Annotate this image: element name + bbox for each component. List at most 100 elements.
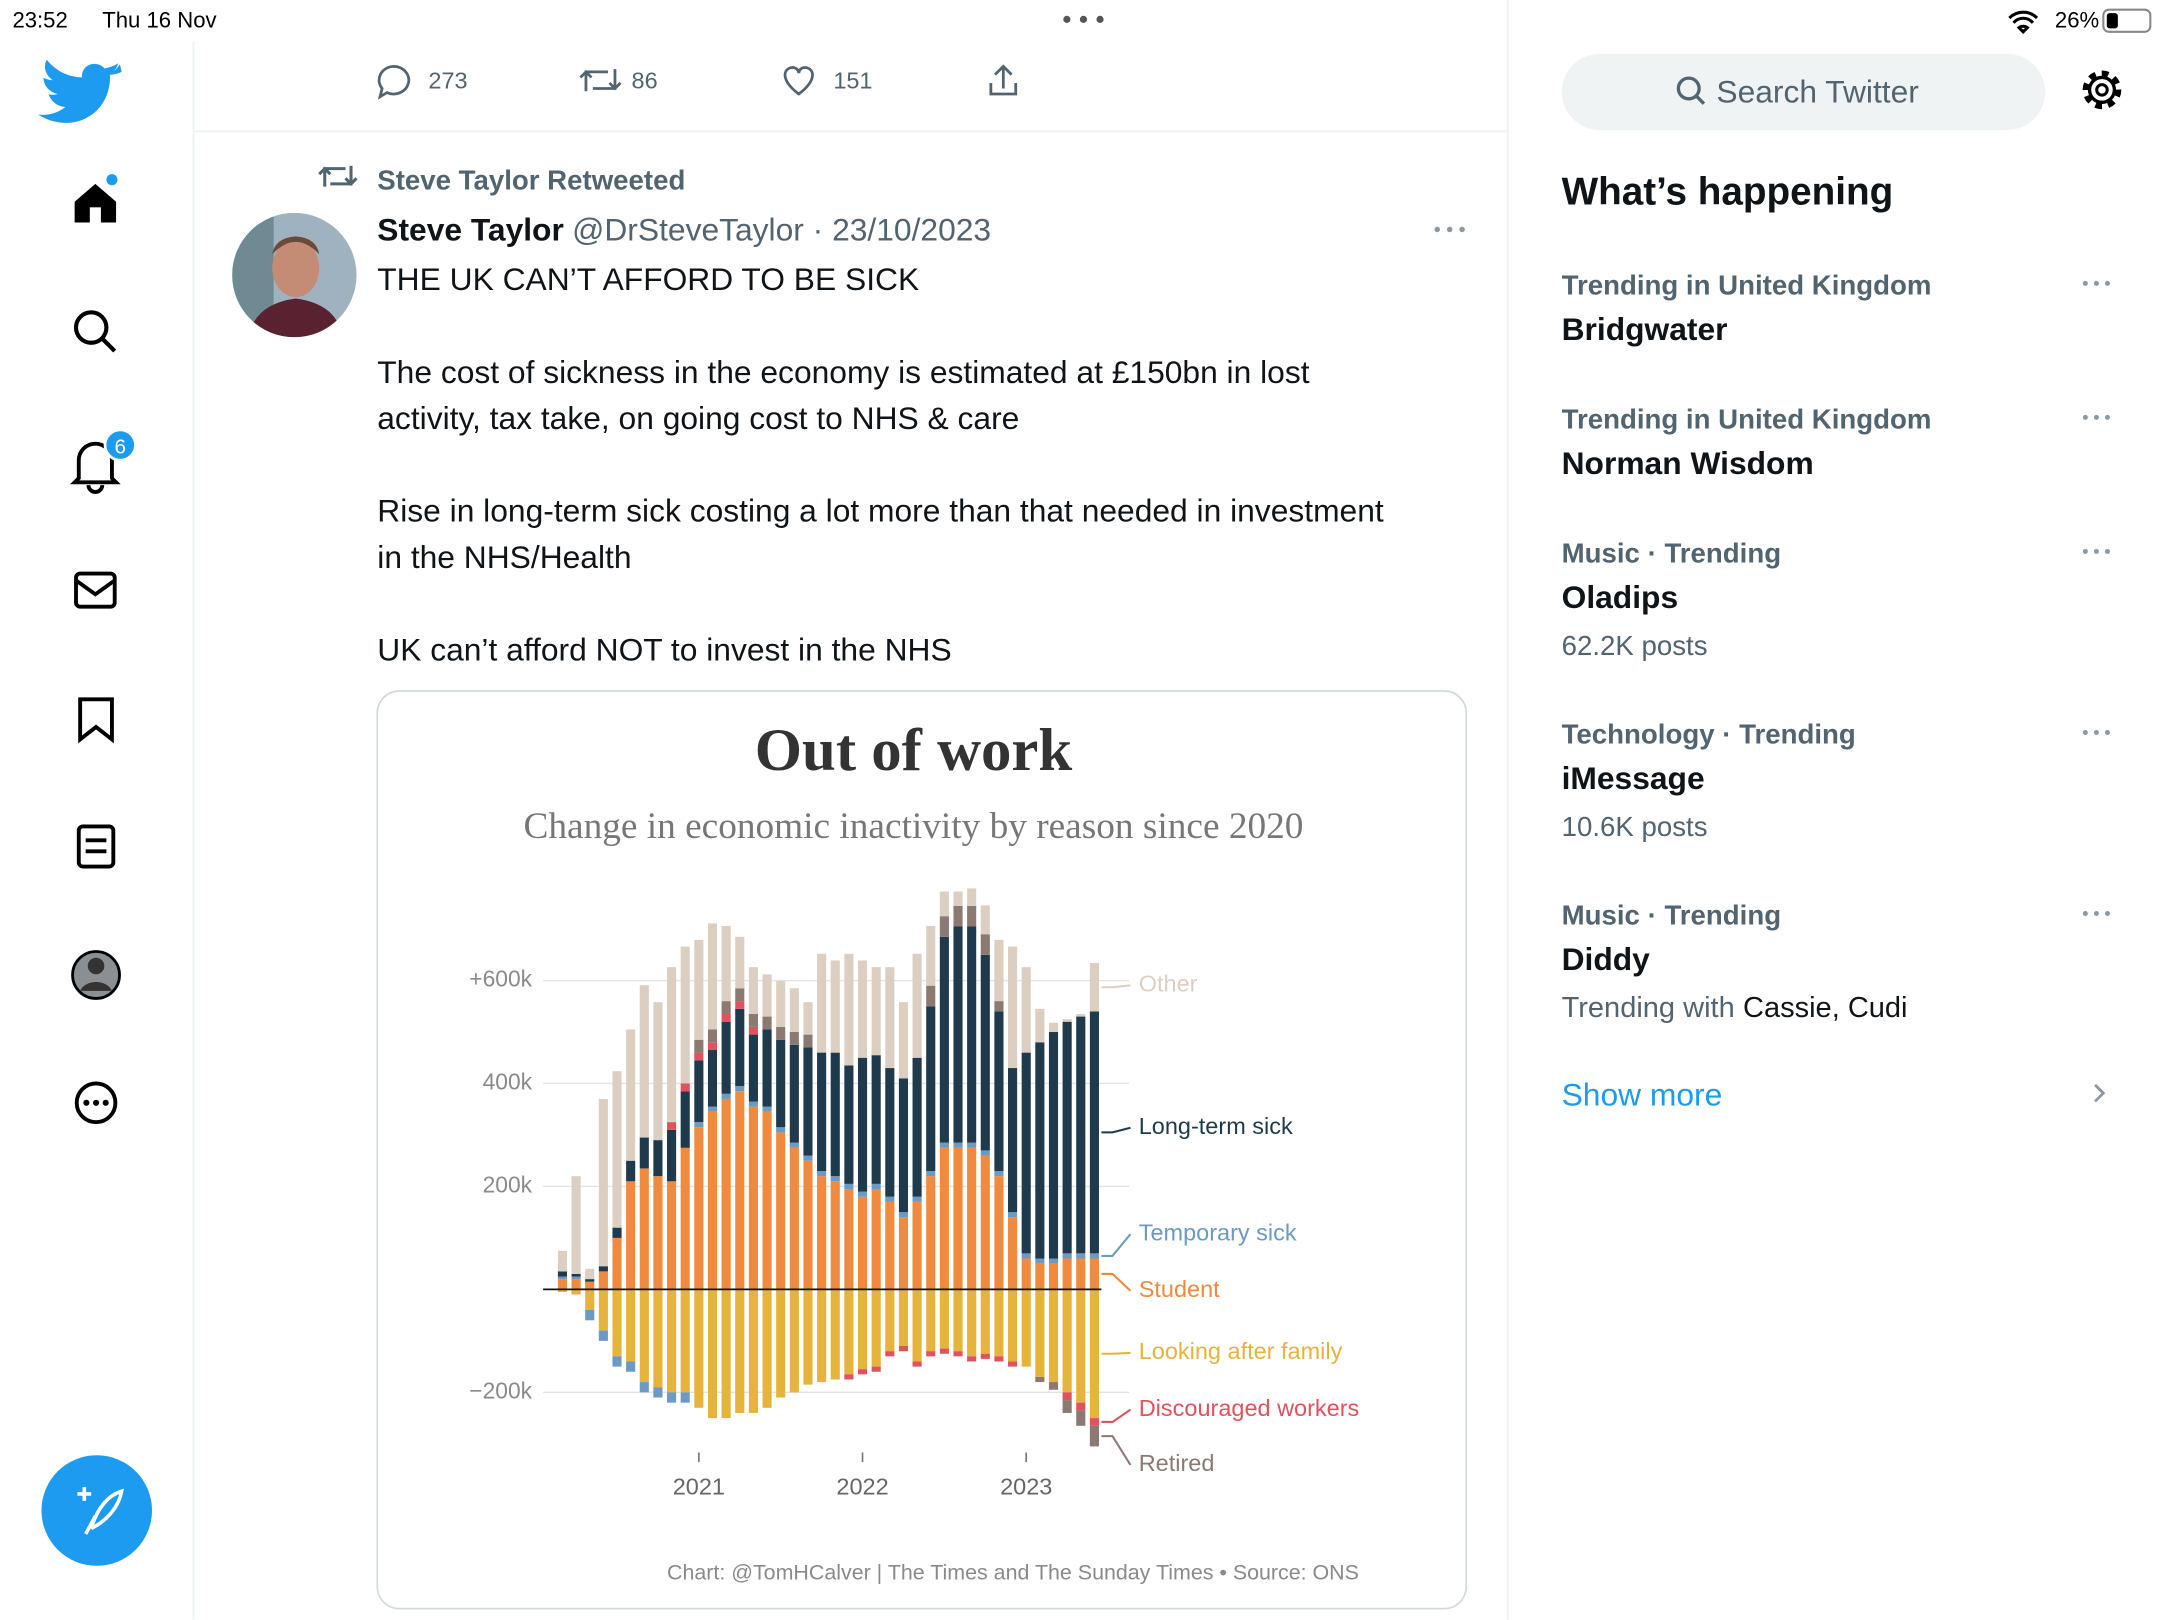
bar-segment xyxy=(967,905,977,927)
bar-segment xyxy=(1089,1418,1099,1426)
bar-segment xyxy=(1062,1021,1072,1254)
bar-segment xyxy=(776,1039,786,1128)
show-more[interactable]: Show more xyxy=(1562,1077,1723,1113)
bar-segment xyxy=(926,1289,936,1352)
bar-segment xyxy=(857,1191,868,1197)
bar-segment xyxy=(885,1351,895,1357)
trend-name[interactable]: Oladips xyxy=(1562,579,1678,615)
bar-segment xyxy=(585,1279,595,1282)
bookmarks-icon[interactable] xyxy=(78,697,114,744)
trend-with: Trending with Cassie, Cudi xyxy=(1562,992,1908,1024)
bar-segment xyxy=(871,1183,881,1190)
trend-more[interactable] xyxy=(2082,729,2110,735)
bar-segment xyxy=(748,1034,758,1102)
bar-segment xyxy=(721,1021,731,1094)
settings-icon[interactable] xyxy=(2082,70,2122,110)
bar-segment xyxy=(803,1160,813,1290)
trend-more[interactable] xyxy=(2082,414,2110,420)
label-connector xyxy=(1101,1272,1132,1292)
notifications-icon[interactable] xyxy=(69,441,121,494)
author-name[interactable]: Steve Taylor xyxy=(377,211,564,247)
trends: Trending in United Kingdom Bridgwater Tren… xyxy=(1562,269,2110,1024)
twitter-logo[interactable] xyxy=(38,59,122,123)
multitask-dots xyxy=(1063,15,1104,23)
bar-segment xyxy=(639,1168,649,1290)
bar-segment xyxy=(748,1013,758,1027)
search-icon[interactable] xyxy=(73,310,117,353)
bar-segment xyxy=(653,1387,663,1398)
bar-segment xyxy=(762,1111,772,1290)
avatar[interactable] xyxy=(232,212,357,338)
lists-icon[interactable] xyxy=(76,824,116,869)
retweet-icon[interactable] xyxy=(579,69,622,92)
bar-segment xyxy=(817,1171,827,1177)
bar-segment xyxy=(585,1281,595,1290)
series-label: Long-term sick xyxy=(1139,1113,1293,1139)
notification-badge xyxy=(103,428,137,462)
tweet-more[interactable] xyxy=(1434,226,1465,233)
trend-name[interactable]: Bridgwater xyxy=(1562,311,1728,347)
battery-outline xyxy=(2102,8,2152,33)
status-time: 23:52 xyxy=(12,8,67,33)
trend-more[interactable] xyxy=(2082,548,2110,554)
trend-name[interactable]: Diddy xyxy=(1562,941,1651,977)
dot xyxy=(2082,729,2088,735)
y-tick-label: 200k xyxy=(483,1171,533,1197)
bar-segment xyxy=(803,1034,813,1048)
tweet-line: activity, tax take, on going cost to NHS… xyxy=(377,400,1019,436)
bar-segment xyxy=(1076,1013,1086,1017)
bar-segment xyxy=(803,1047,813,1156)
bar-segment xyxy=(1021,1253,1031,1259)
bar-segment xyxy=(680,946,690,1084)
chart-subtitle: Change in economic inactivity by reason … xyxy=(524,806,1304,847)
trend-name[interactable]: iMessage xyxy=(1562,760,1705,796)
bar-segment xyxy=(748,1289,758,1413)
bar-segment xyxy=(571,1276,581,1280)
like-icon[interactable] xyxy=(783,66,814,96)
tweet-line: UK can’t afford NOT to invest in the NHS xyxy=(377,632,951,668)
dot xyxy=(2104,280,2110,286)
bar-segment xyxy=(844,953,854,1066)
trend-more[interactable] xyxy=(2082,280,2110,286)
bar-segment xyxy=(694,1127,704,1290)
messages-icon[interactable] xyxy=(74,571,117,609)
bar-segment xyxy=(789,988,799,1033)
compose-button[interactable] xyxy=(41,1455,153,1566)
bar-segment xyxy=(1076,1402,1086,1411)
bar-segment xyxy=(1062,1392,1072,1401)
more-icon[interactable] xyxy=(74,1081,118,1125)
bar-segment xyxy=(1008,1289,1018,1362)
x-tick-label: 2022 xyxy=(836,1474,888,1500)
media-card[interactable] xyxy=(376,690,1468,1610)
home-icon[interactable] xyxy=(74,183,117,223)
profile-icon[interactable] xyxy=(71,950,121,1000)
search-box[interactable] xyxy=(1561,53,2046,130)
reply-icon[interactable] xyxy=(377,64,411,100)
bar-segment xyxy=(1021,1289,1031,1367)
trend-name[interactable]: Norman Wisdom xyxy=(1562,445,1814,481)
status-date: Thu 16 Nov xyxy=(102,8,216,33)
bar-segment xyxy=(1076,1258,1086,1290)
bar-segment xyxy=(789,1289,799,1393)
bar-segment xyxy=(557,1289,568,1292)
bar-segment xyxy=(680,1091,690,1148)
bar-segment xyxy=(885,1068,895,1197)
bar-segment xyxy=(789,1147,799,1290)
bar-segment xyxy=(707,1111,718,1290)
bar-segment xyxy=(721,1098,731,1290)
x-tick-label: 2021 xyxy=(673,1474,725,1500)
share-icon[interactable] xyxy=(989,64,1018,96)
label-connector xyxy=(1101,1408,1132,1423)
bar-segment xyxy=(1048,1289,1059,1383)
bar-segment xyxy=(885,967,895,1069)
bar-segment xyxy=(1062,1253,1072,1259)
bar-segment xyxy=(980,934,990,955)
bar-segment xyxy=(626,1160,636,1182)
bar-segment xyxy=(830,960,840,1053)
trend-more[interactable] xyxy=(2082,911,2110,916)
bar-segment xyxy=(721,925,731,1002)
bar-segment xyxy=(639,985,649,1138)
retweeted-icon xyxy=(318,165,358,187)
bar-segment xyxy=(980,1150,990,1156)
